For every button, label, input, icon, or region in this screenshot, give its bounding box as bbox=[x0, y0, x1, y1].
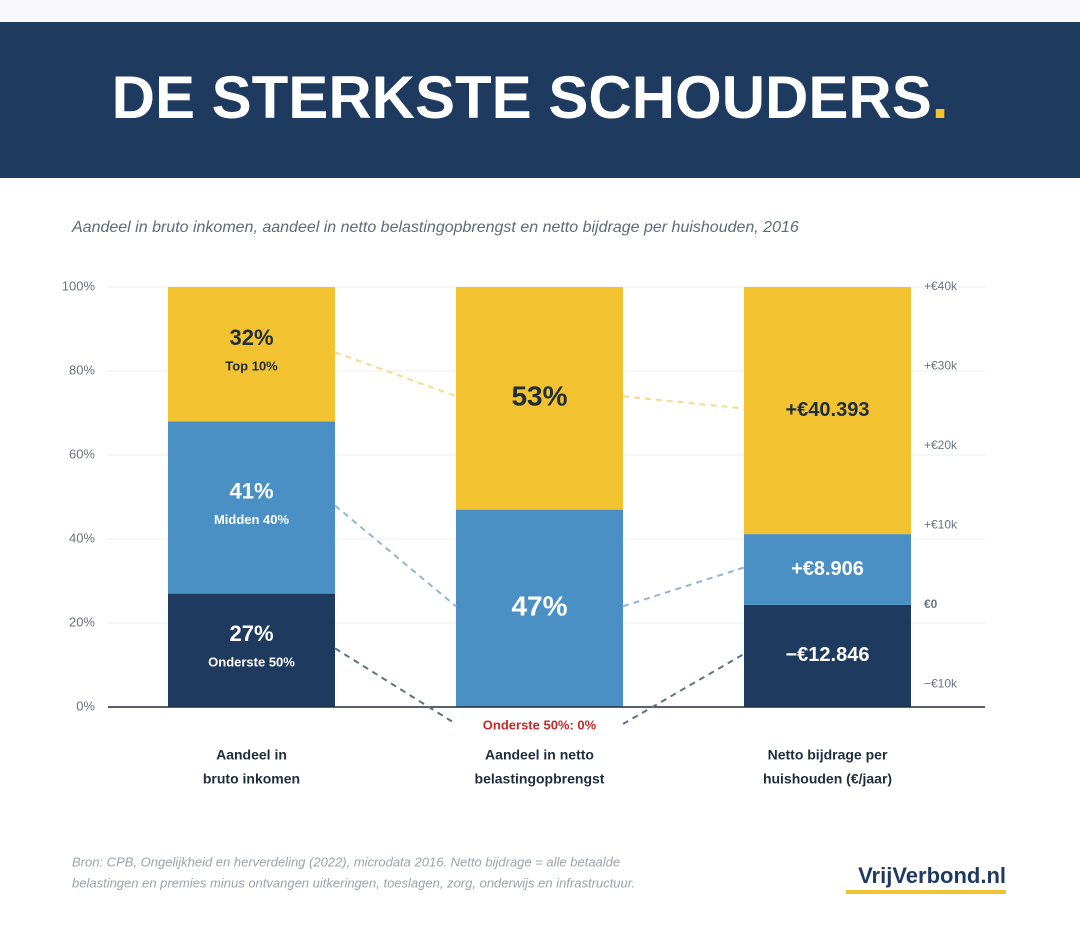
header bbox=[0, 22, 1080, 178]
bar-segment bbox=[168, 421, 335, 594]
series-label: Onderste 50% bbox=[208, 655, 295, 670]
y2-tick-label: +€20k bbox=[924, 438, 958, 452]
top-strip bbox=[0, 0, 1080, 22]
bar-segment bbox=[744, 534, 911, 605]
connector bbox=[622, 395, 745, 410]
labels: 27% Onderste 50% 41% Midden 40% 32% Top 10% 47… bbox=[208, 325, 869, 670]
subtitle: Aandeel in bruto inkomen, aandeel in net… bbox=[71, 219, 799, 236]
x-tick-label: Aandeel in netto bbox=[485, 747, 594, 763]
series-label: Midden 40% bbox=[214, 512, 290, 527]
y-tick-label: 60% bbox=[69, 446, 95, 461]
value-label: +€8.906 bbox=[791, 558, 864, 580]
bars bbox=[168, 287, 911, 707]
source: Bron: CPB, Ongelijkheid en herverdeling … bbox=[72, 854, 620, 869]
source: belastingen en premies minus ontvangen u… bbox=[72, 875, 635, 890]
annotation: Onderste 50%: 0% bbox=[483, 717, 597, 732]
y-tick-label: 40% bbox=[69, 530, 95, 545]
x-tick-label: bruto inkomen bbox=[203, 771, 300, 787]
chart-title-group: DE STERKSTE SCHOUDERS. bbox=[112, 64, 949, 131]
y-tick-label: 0% bbox=[76, 698, 95, 713]
y2-tick-label: +€10k bbox=[924, 518, 958, 532]
x-tick-label: huishouden (€/jaar) bbox=[763, 771, 892, 787]
connector bbox=[334, 504, 457, 608]
series-label: Top 10% bbox=[225, 359, 278, 374]
y2-tick-label: +€40k bbox=[924, 279, 958, 293]
chart-title: DE STERKSTE SCHOUDERS bbox=[112, 64, 932, 131]
connector bbox=[622, 653, 745, 725]
connector bbox=[334, 647, 457, 725]
x-tick-label: belastingopbrengst bbox=[475, 771, 605, 787]
plot: 0% 20% 40% 60% 80% 100% −€10k €0 +€10k +€20k +€30k… bbox=[62, 278, 985, 787]
bar-segment bbox=[744, 287, 911, 535]
value-label: 41% bbox=[229, 478, 273, 503]
bar-segment bbox=[456, 287, 623, 510]
x-tick-label: Aandeel in bbox=[216, 747, 287, 763]
brand: VrijVerbond.nl bbox=[858, 863, 1006, 888]
value-label: −€12.846 bbox=[786, 644, 870, 666]
y-tick-label: 100% bbox=[62, 278, 96, 293]
value-label: 53% bbox=[511, 381, 567, 412]
title-dot: . bbox=[932, 64, 949, 131]
y-tick-label: 80% bbox=[69, 362, 95, 377]
bar-segment bbox=[456, 509, 623, 707]
brand-underline bbox=[846, 890, 1006, 894]
bar-segment bbox=[168, 593, 335, 707]
value-label: 27% bbox=[229, 621, 273, 646]
value-label: 47% bbox=[511, 591, 567, 622]
x-tick-label: Netto bijdrage per bbox=[768, 747, 888, 763]
bar-segment bbox=[168, 287, 335, 422]
y2-tick-label: +€30k bbox=[924, 359, 958, 373]
y2-tick-label: €0 bbox=[924, 597, 938, 611]
y-tick-label: 20% bbox=[69, 614, 95, 629]
bar-segment bbox=[744, 604, 911, 707]
connector bbox=[334, 351, 457, 398]
value-label: +€40.393 bbox=[786, 399, 870, 421]
y2-tick-label: −€10k bbox=[924, 677, 958, 691]
connector bbox=[622, 566, 745, 608]
value-label: 32% bbox=[229, 325, 273, 350]
